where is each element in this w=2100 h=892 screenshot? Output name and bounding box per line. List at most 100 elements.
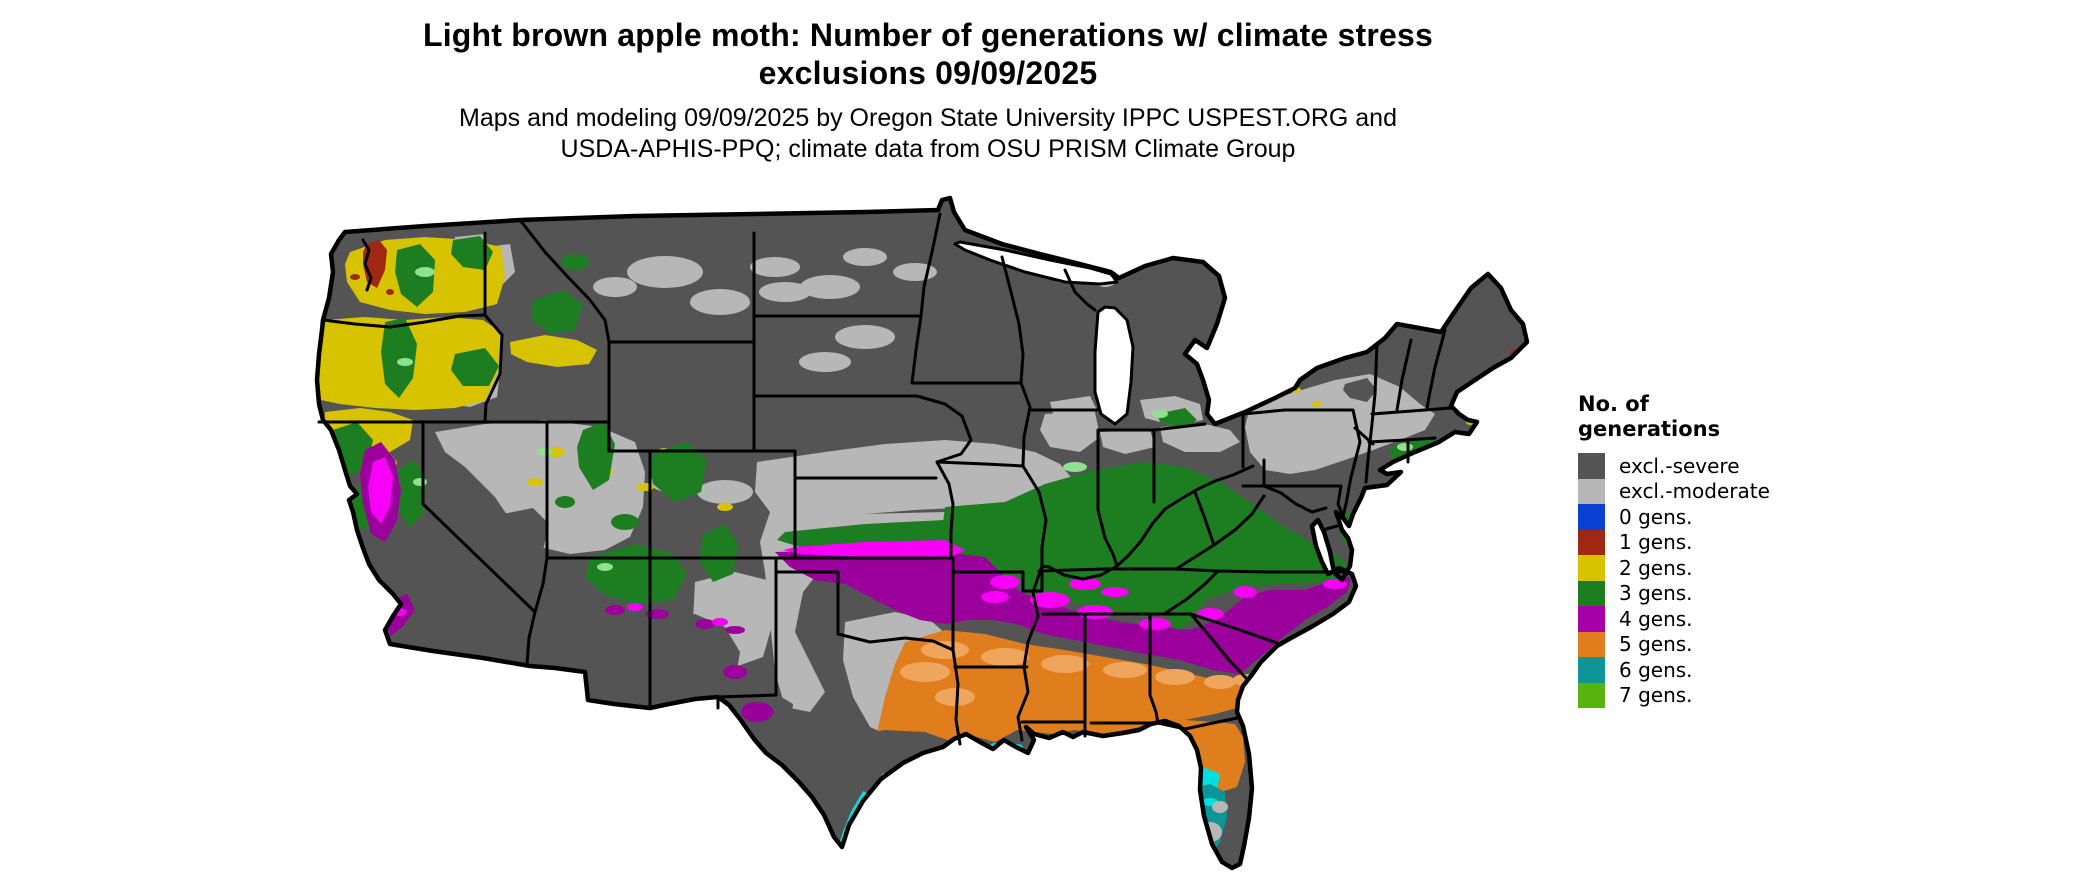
map-region <box>650 614 740 697</box>
map-region <box>1230 871 1240 877</box>
map-region <box>835 325 895 349</box>
map-region <box>843 248 887 266</box>
map-title-line1: Light brown apple moth: Number of genera… <box>422 17 1434 53</box>
legend-title-line2: generations <box>1578 417 1721 441</box>
map-region <box>921 641 969 659</box>
map-region <box>1036 739 1046 745</box>
us-outline <box>314 195 1530 871</box>
map-region <box>1189 870 1197 874</box>
map-region <box>900 662 950 682</box>
legend-item-gen4: 4 gens. <box>1578 606 1838 632</box>
map-region <box>1152 410 1168 418</box>
map-region <box>712 618 728 626</box>
legend-label-moderate: excl.-moderate <box>1619 479 1770 504</box>
us-map-svg <box>314 195 1530 882</box>
legend-swatch-gen3 <box>1578 580 1605 606</box>
legend-swatch-gen0 <box>1578 504 1605 530</box>
map-subtitle-line1: Maps and modeling 09/09/2025 by Oregon S… <box>459 104 1397 132</box>
legend-swatch-gen5 <box>1578 631 1605 657</box>
map-region <box>555 496 575 508</box>
map-region <box>451 348 499 386</box>
state-borders <box>317 212 1453 746</box>
great-lakes <box>953 240 1135 426</box>
legend-swatch-gen6 <box>1578 657 1605 683</box>
map-title-line2: exclusions 09/09/2025 <box>758 55 1098 91</box>
legend-swatch-gen4 <box>1578 606 1605 632</box>
lake-superior <box>953 240 1119 286</box>
legend-item-gen1: 1 gens. <box>1578 529 1838 555</box>
map-region <box>1041 655 1089 673</box>
map-region <box>1184 780 1198 788</box>
legend-item-gen0: 0 gens. <box>1578 504 1838 530</box>
map-region <box>397 358 413 366</box>
map-region <box>990 575 1020 589</box>
map-region <box>1063 462 1087 472</box>
legend-label-gen6: 6 gens. <box>1619 657 1693 682</box>
map-region <box>393 460 427 528</box>
map-region <box>690 289 750 315</box>
legend-item-gen6: 6 gens. <box>1578 657 1838 683</box>
map-region <box>1077 605 1113 619</box>
map-region <box>699 524 738 582</box>
map-region <box>386 289 394 295</box>
map-region <box>750 257 800 277</box>
legend-swatch-gen7 <box>1578 682 1605 708</box>
map-region <box>611 514 639 530</box>
legend-swatch-moderate <box>1578 478 1605 504</box>
map-region <box>697 480 753 504</box>
map-region <box>531 290 583 334</box>
legend-label-gen1: 1 gens. <box>1619 530 1693 555</box>
legend-label-gen7: 7 gens. <box>1619 683 1693 708</box>
map-gen4-regions <box>360 442 1351 722</box>
map-region <box>755 440 1075 520</box>
map-region <box>1199 873 1211 879</box>
legend-label-gen2: 2 gens. <box>1619 555 1693 580</box>
map-region <box>577 422 615 490</box>
map-region <box>1069 578 1101 590</box>
map-region <box>350 274 360 280</box>
legend-swatch-gen1 <box>1578 529 1605 555</box>
map-region <box>1245 374 1435 474</box>
map-region <box>799 352 851 372</box>
map-region <box>1155 669 1195 685</box>
legend-items: excl.-severe excl.-moderate 0 gens. 1 gens.… <box>1578 453 1838 708</box>
map-region <box>1103 662 1147 678</box>
map-region <box>1212 801 1228 813</box>
map-region <box>1213 876 1227 882</box>
map-region <box>451 236 493 270</box>
map-region <box>605 605 625 615</box>
map-region <box>1233 586 1257 598</box>
map-region <box>783 540 965 560</box>
map-region <box>627 256 703 288</box>
legend-swatch-severe <box>1578 453 1605 479</box>
map-region <box>741 702 773 722</box>
map-region <box>1040 412 1100 452</box>
map-region <box>1397 443 1413 451</box>
map-region <box>1100 430 1155 454</box>
map-subtitle-line2: USDA-APHIS-PPQ; climate data from OSU PR… <box>560 135 1296 163</box>
map-region <box>717 503 733 511</box>
map-region <box>527 478 543 486</box>
map-region <box>597 563 613 571</box>
legend: No. of generations excl.-severe excl.-mod… <box>1578 392 1838 708</box>
map-region <box>413 478 427 486</box>
map-region <box>627 603 643 611</box>
map-region <box>935 688 975 706</box>
legend-label-gen0: 0 gens. <box>1619 504 1693 529</box>
legend-label-severe: excl.-severe <box>1619 453 1740 478</box>
map-region <box>1139 618 1171 630</box>
map-region <box>725 626 745 634</box>
legend-swatch-gen2 <box>1578 555 1605 581</box>
map-region <box>981 648 1029 666</box>
map-region <box>497 508 549 557</box>
legend-label-gen4: 4 gens. <box>1619 606 1693 631</box>
map-region <box>695 619 715 629</box>
map-region <box>1195 847 1211 857</box>
map-region <box>1030 592 1070 608</box>
map-region <box>1204 675 1236 689</box>
map-region <box>1312 401 1322 407</box>
legend-label-gen5: 5 gens. <box>1619 632 1693 657</box>
us-generations-map <box>305 152 1545 892</box>
map-region <box>381 318 417 398</box>
